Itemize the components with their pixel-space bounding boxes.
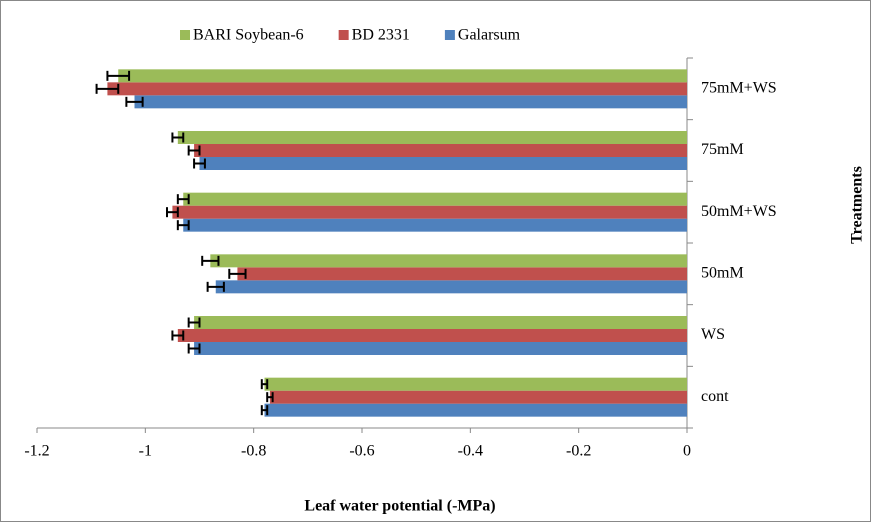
error-bar — [106, 70, 131, 81]
bar — [172, 205, 687, 219]
y-tick-label: 75mM+WS — [701, 80, 777, 97]
bar — [269, 390, 687, 404]
legend-label: BD 2331 — [352, 27, 410, 44]
x-tick-label: -0.6 — [349, 443, 374, 460]
x-axis-title: Leaf water potential (-MPa) — [304, 498, 495, 515]
bar — [134, 95, 687, 109]
bar — [199, 157, 687, 170]
error-bar — [187, 317, 201, 328]
error-bar — [260, 379, 269, 390]
error-bar — [187, 343, 201, 354]
legend-swatch — [180, 30, 190, 40]
bar — [194, 316, 688, 329]
bar — [194, 342, 688, 355]
legend-swatch — [444, 30, 455, 40]
x-tick-label: 0 — [683, 443, 691, 460]
error-bar — [187, 145, 201, 156]
bar — [177, 131, 688, 144]
legend-label: Galarsum — [458, 27, 521, 44]
bar — [264, 377, 687, 391]
bar — [177, 329, 688, 342]
error-bar — [125, 96, 144, 107]
bar — [183, 218, 687, 232]
error-bar — [176, 220, 190, 231]
x-tick-label: -0.8 — [241, 443, 266, 460]
error-bar — [171, 330, 185, 341]
y-tick-label: 50mM — [701, 265, 744, 282]
error-bar — [260, 405, 269, 416]
error-bar — [176, 194, 190, 205]
x-tick-label: -1.2 — [24, 443, 49, 460]
error-bar — [95, 83, 120, 94]
legend-swatch — [338, 30, 349, 40]
y-tick-label: cont — [701, 388, 729, 405]
error-bar — [171, 132, 185, 143]
error-bar — [193, 158, 206, 169]
bar — [215, 280, 687, 294]
x-tick-label: -0.4 — [458, 443, 483, 460]
error-bar — [228, 268, 247, 279]
error-bar — [201, 255, 220, 266]
legend-label: BARI Soybean-6 — [193, 27, 304, 44]
x-tick-label: -0.2 — [566, 443, 591, 460]
x-tick-label: -1 — [139, 443, 152, 460]
y-tick-label: 50mM+WS — [701, 203, 777, 220]
bar — [183, 192, 687, 206]
bar — [210, 254, 688, 268]
bar — [194, 144, 688, 157]
y-axis-title: Treatments — [849, 166, 866, 244]
bar — [118, 69, 687, 83]
bar — [107, 82, 687, 96]
error-bar — [266, 392, 274, 403]
bar — [264, 403, 687, 417]
error-bar — [166, 207, 179, 218]
bar — [237, 267, 687, 281]
y-tick-label: WS — [701, 326, 725, 343]
y-tick-label: 75mM — [701, 141, 744, 158]
error-bar — [206, 281, 225, 292]
